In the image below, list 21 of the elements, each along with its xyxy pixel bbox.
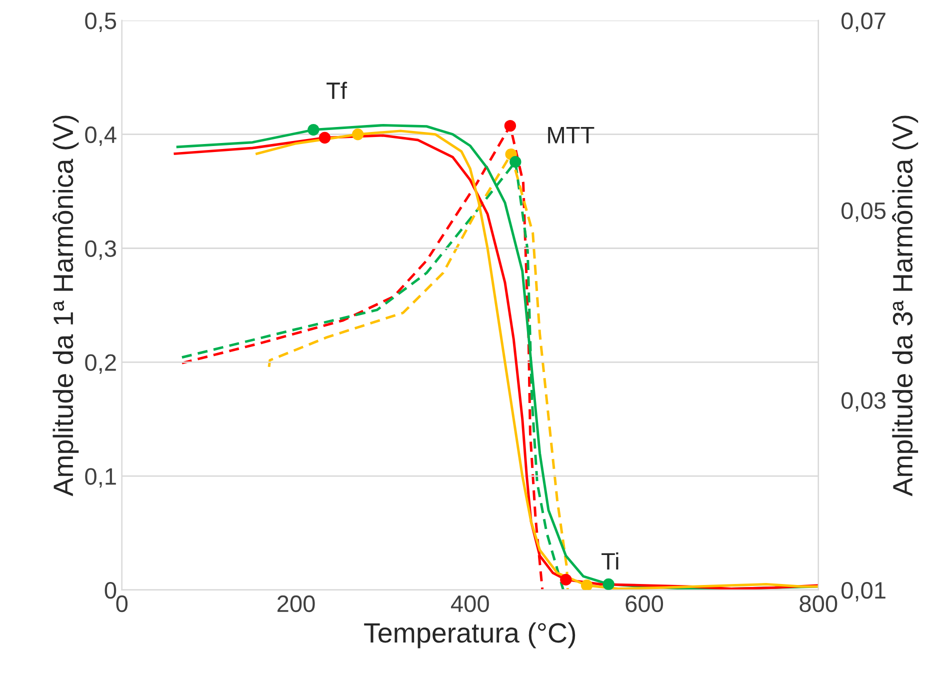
y-tick-label: 0,4 bbox=[85, 126, 116, 146]
y-axis-title: Amplitude da 1ª Harmônica (V) bbox=[52, 116, 79, 496]
x-tick-label: 800 bbox=[800, 595, 838, 612]
annotation: MTT bbox=[548, 126, 594, 144]
annotation: Tf bbox=[326, 82, 348, 99]
annotation: Ti bbox=[602, 552, 618, 570]
y-tick-label: 0,2 bbox=[85, 354, 116, 374]
x-tick-label: 600 bbox=[626, 595, 664, 612]
y-tick-label: 0 bbox=[104, 582, 116, 599]
x-tick-label: 400 bbox=[450, 595, 489, 612]
y2-tick-label: 0,05 bbox=[842, 202, 886, 222]
y2-tick-label: 0,03 bbox=[842, 392, 886, 412]
x-tick-label: 0 bbox=[116, 595, 128, 612]
x-axis-title: Temperatura (°C) bbox=[364, 622, 576, 648]
y2-axis-title: Amplitude da 3ª Harmônica (V) bbox=[892, 116, 918, 496]
x-tick-label: 200 bbox=[278, 595, 315, 612]
y2-tick-label: 0,07 bbox=[842, 12, 886, 32]
y-tick-label: 0,5 bbox=[85, 12, 116, 32]
y2-tick-label: 0,01 bbox=[842, 582, 886, 602]
y-tick-label: 0,1 bbox=[85, 468, 116, 488]
y-tick-label: 0,3 bbox=[85, 240, 116, 260]
